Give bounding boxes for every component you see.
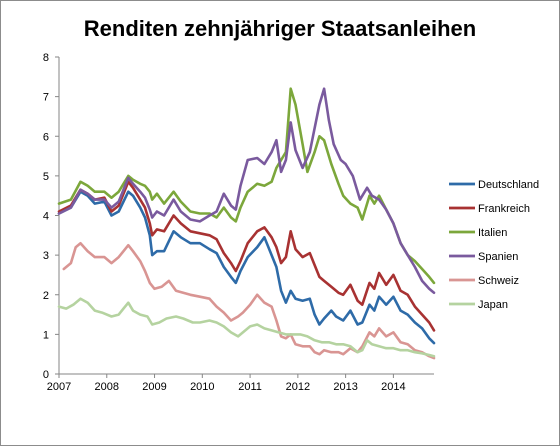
legend-label: Deutschland bbox=[478, 179, 539, 191]
y-tick-label: 7 bbox=[43, 92, 49, 104]
series-line-spanien bbox=[57, 87, 436, 295]
y-tick-label: 4 bbox=[43, 211, 49, 223]
x-tick-label: 2012 bbox=[286, 381, 310, 393]
y-tick-label: 2 bbox=[43, 290, 49, 302]
y-tick-label: 8 bbox=[43, 52, 49, 64]
legend: Deutschland Frankreich Italien Spanien Schwe… bbox=[449, 179, 539, 311]
legend-label: Spanien bbox=[478, 251, 518, 263]
series-line-italien bbox=[57, 87, 436, 285]
x-tick-label: 2009 bbox=[142, 381, 166, 393]
axes: 0 1 2 3 4 5 6 7 8 2007 2008 2009 2010 2011 2012 2013 201… bbox=[43, 52, 434, 393]
x-tick-label: 2011 bbox=[238, 381, 262, 393]
y-tick-label: 5 bbox=[43, 171, 49, 183]
legend-label: Frankreich bbox=[478, 203, 530, 215]
y-tick-label: 1 bbox=[43, 329, 49, 341]
x-tick-label: 2013 bbox=[333, 381, 357, 393]
legend-label: Japan bbox=[478, 299, 508, 311]
x-tick-label: 2010 bbox=[190, 381, 214, 393]
series-line-frankreich bbox=[57, 180, 436, 332]
legend-label: Italien bbox=[478, 227, 507, 239]
plot-area bbox=[57, 87, 436, 360]
legend-label: Schweiz bbox=[478, 275, 519, 287]
series-line-deutschland bbox=[57, 190, 436, 345]
x-tick-label: 2014 bbox=[381, 381, 405, 393]
y-tick-label: 0 bbox=[43, 369, 49, 381]
series-line-schweiz bbox=[62, 241, 436, 360]
chart-title: Renditen zehnjähriger Staatsanleihen bbox=[84, 16, 476, 41]
x-tick-label: 2007 bbox=[47, 381, 71, 393]
x-tick-label: 2008 bbox=[95, 381, 119, 393]
series-line-japan bbox=[57, 297, 436, 358]
y-tick-label: 6 bbox=[43, 131, 49, 143]
y-tick-label: 3 bbox=[43, 250, 49, 262]
